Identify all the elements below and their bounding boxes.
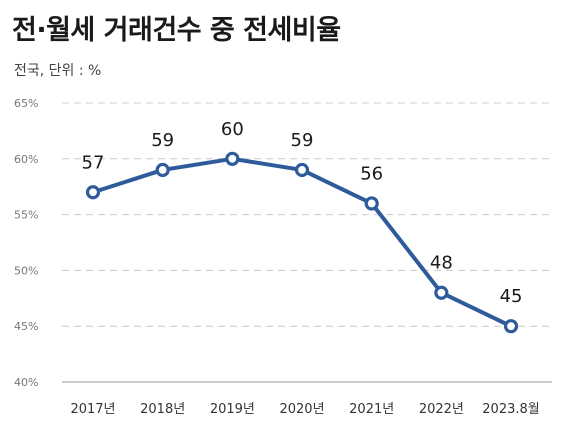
x-tick-label-4: 2021년 (349, 402, 394, 417)
data-label-5: 48 (430, 253, 453, 274)
y-tick-label-45: 45% (14, 320, 38, 333)
series-line (91, 156, 514, 329)
chart-subtitle: 전국, 단위 : % (14, 63, 102, 79)
data-point-5 (434, 285, 449, 300)
data-point-6 (503, 319, 519, 334)
data-point-4 (364, 196, 379, 211)
data-label-2: 60 (221, 119, 244, 140)
y-tick-label-60: 60% (14, 153, 38, 166)
x-tick-label-2: 2019년 (210, 402, 255, 417)
x-tick-label-1: 2018년 (140, 402, 185, 417)
y-tick-label-40: 40% (14, 376, 38, 389)
x-tick-label-3: 2020년 (279, 402, 324, 417)
data-label-6: 45 (500, 286, 523, 307)
data-label-4: 56 (360, 163, 383, 184)
data-point-2 (225, 151, 240, 166)
data-label-3: 59 (291, 130, 314, 151)
x-tick-label-6: 2023.8월 (482, 402, 539, 417)
data-point-0 (85, 185, 101, 200)
data-point-3 (294, 162, 310, 178)
data-label-1: 59 (151, 130, 174, 151)
y-tick-label-65: 65% (14, 97, 38, 110)
y-tick-label-55: 55% (14, 209, 38, 222)
data-point-1 (155, 162, 170, 178)
data-label-0: 57 (82, 152, 105, 173)
x-tick-label-5: 2022년 (419, 402, 464, 417)
chart-title: 전·월세 거래건수 중 전세비율 (12, 15, 341, 46)
y-tick-label-50: 50% (14, 264, 38, 277)
x-tick-label-0: 2017년 (70, 402, 115, 417)
